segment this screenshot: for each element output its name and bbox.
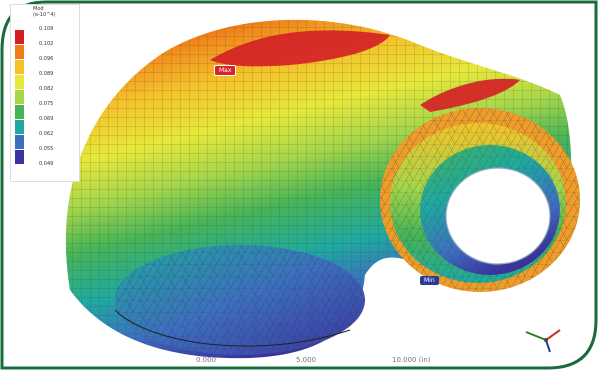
legend-swatch [15, 30, 24, 44]
legend-entry: 0.069 [15, 113, 77, 134]
legend-value: 0.109 [39, 26, 54, 32]
legend-swatch [15, 60, 24, 74]
scale-label: 5.000 [296, 356, 317, 364]
scale-label: 10.000 (in) [392, 356, 431, 364]
legend-title: Mod [33, 6, 44, 12]
legend-value: 0.062 [39, 131, 54, 137]
legend-swatch [15, 105, 24, 119]
axis-triad-icon [525, 329, 561, 353]
legend-unit: (e-10^4) [33, 12, 56, 18]
legend-swatch [15, 150, 24, 164]
legend-swatch [15, 75, 24, 89]
legend-entry: 0.102 [15, 38, 77, 59]
legend-swatch [15, 135, 24, 149]
legend-entry: 0.062 [15, 128, 77, 149]
legend-value: 0.075 [39, 101, 54, 107]
legend-swatch [15, 90, 24, 104]
legend-entry: 0.049 [15, 158, 77, 172]
legend-entry: 0.082 [15, 83, 77, 104]
legend-value: 0.055 [39, 146, 54, 152]
legend-value: 0.049 [39, 161, 54, 167]
legend-swatch [15, 45, 24, 59]
legend-entry: 0.109 [15, 23, 77, 44]
legend-swatch [15, 120, 24, 134]
legend-value: 0.102 [39, 41, 54, 47]
legend-entry: 0.089 [15, 68, 77, 89]
legend-value: 0.089 [39, 71, 54, 77]
legend-entry: 0.096 [15, 53, 77, 74]
legend-value: 0.096 [39, 56, 54, 62]
legend-entry: 0.055 [15, 143, 77, 164]
color-legend: Mod (e-10^4) 0.109 0.102 0.096 0.089 0.082 0.… [10, 4, 80, 182]
legend-entry: 0.075 [15, 98, 77, 119]
max-label: Max [214, 65, 237, 76]
min-label: Min [420, 276, 439, 285]
legend-value: 0.069 [39, 116, 54, 122]
legend-value: 0.082 [39, 86, 54, 92]
elbow-base [114, 245, 365, 355]
elbow-opening [380, 108, 580, 292]
scale-label: 0.000 [196, 356, 217, 364]
